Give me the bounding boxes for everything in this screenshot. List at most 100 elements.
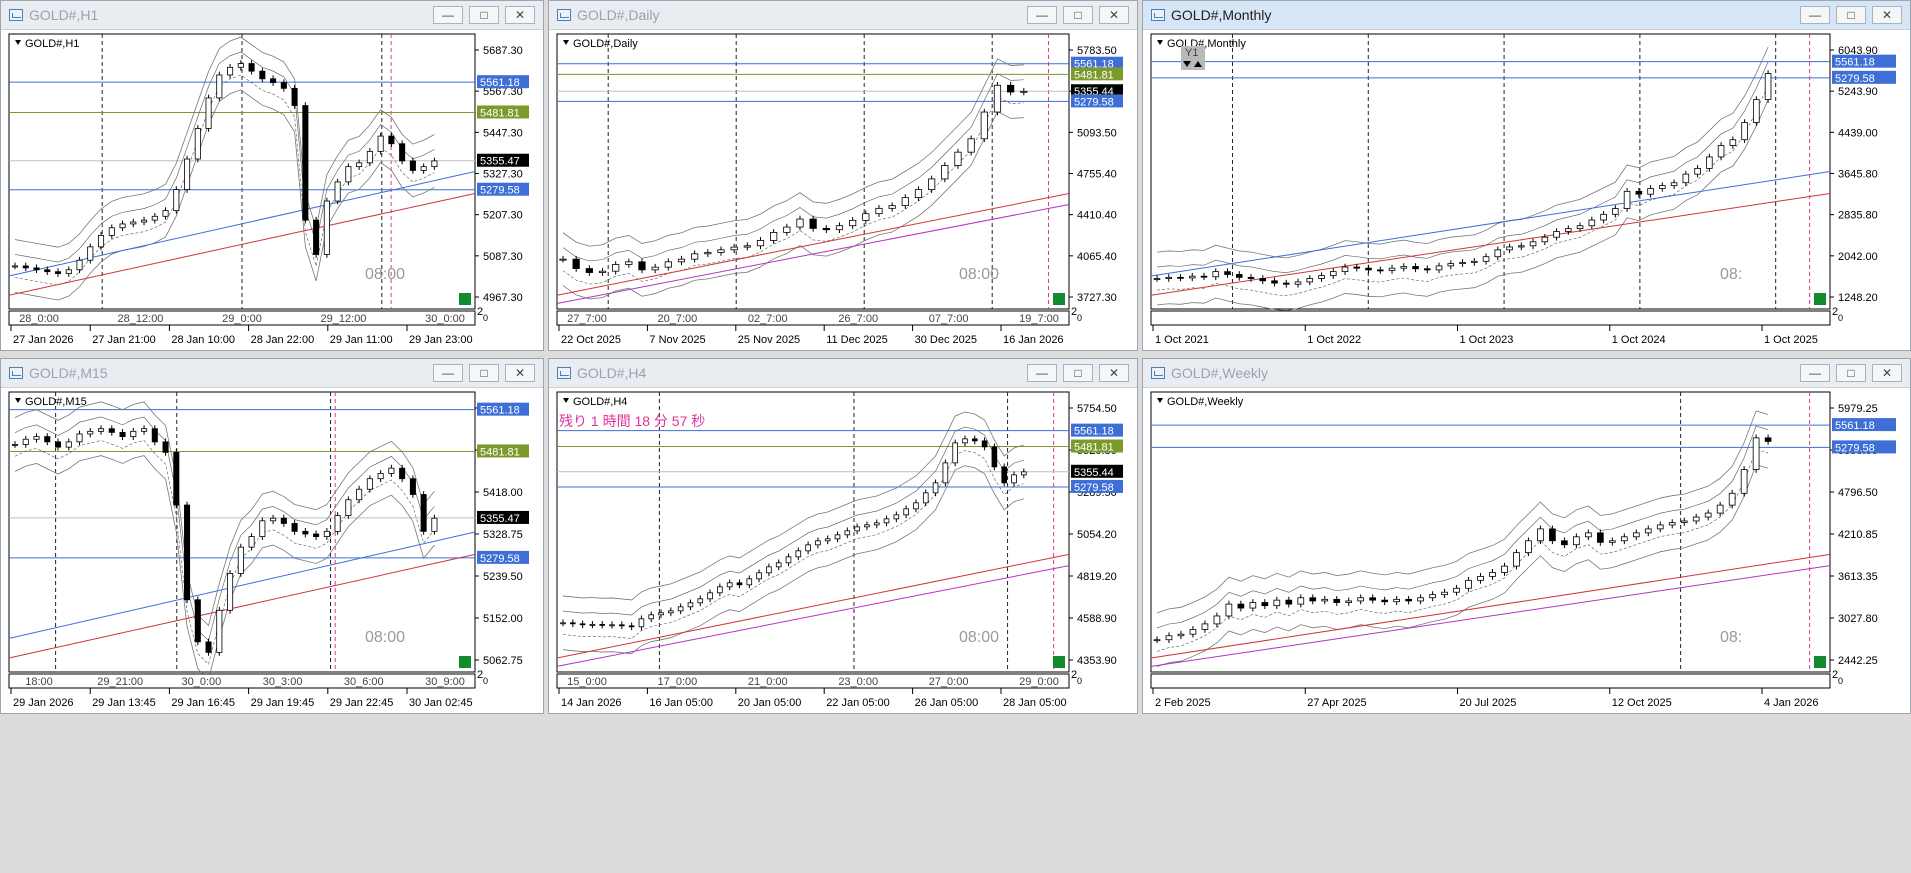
candle (1235, 274, 1243, 278)
chart-symbol-label: GOLD#,Weekly (1167, 396, 1244, 408)
candle (766, 566, 772, 574)
minimize-button[interactable]: — (1027, 364, 1057, 382)
candle (409, 478, 416, 495)
candle (356, 488, 363, 501)
bollinger-lower (562, 111, 1024, 300)
plot-frame (1150, 391, 1831, 673)
candle (216, 609, 223, 653)
chart-window-gold-h1[interactable]: GOLD#,H1 — □ ✕ GOLD#,H1 08:00 5687.30 5567.30 54… (0, 0, 544, 351)
candle (796, 218, 804, 228)
candle (1297, 597, 1305, 605)
close-button[interactable]: ✕ (1099, 364, 1129, 382)
price-level-tag-text: 5279.58 (1074, 482, 1114, 494)
candle (883, 518, 890, 524)
candle (1177, 276, 1184, 279)
title-bar[interactable]: GOLD#,M15 — □ ✕ (1, 359, 543, 388)
chart-area[interactable]: GOLD#,M1508:005594.755505.505418.005328.… (1, 388, 543, 714)
title-bar[interactable]: GOLD#,Daily — □ ✕ (549, 1, 1137, 30)
chart-window-gold-weekly[interactable]: GOLD#,Weekly — □ ✕ GOLD#,Weekly08:5979.25539… (1142, 358, 1911, 714)
candle (922, 492, 929, 504)
candle (323, 530, 330, 538)
candle (1513, 552, 1520, 567)
candle (1259, 278, 1267, 282)
candle (901, 197, 909, 207)
candle (1612, 208, 1619, 215)
maximize-button[interactable]: □ (1063, 364, 1093, 382)
chart-area[interactable]: GOLD#,Daily08:005783.505439.005093.50475… (549, 30, 1137, 351)
candle (1333, 598, 1341, 603)
title-bar[interactable]: GOLD#,Monthly — □ ✕ (1143, 1, 1910, 30)
candle (914, 189, 923, 199)
close-button[interactable]: ✕ (505, 364, 535, 382)
maximize-button[interactable]: □ (469, 6, 499, 24)
price-level-tag-text: 5561.18 (480, 405, 520, 417)
candle (1659, 185, 1666, 189)
chart-window-gold-h4[interactable]: GOLD#,H4 — □ ✕ GOLD#,H4 残り 1 時間 18 分 57 秒 08:0… (548, 358, 1138, 714)
minimize-button[interactable]: — (1800, 364, 1830, 382)
candle (420, 166, 427, 171)
time-tick-label: 16 Jan 2026 (1003, 334, 1064, 346)
candle (835, 225, 844, 231)
chart-symbol-label: GOLD#,Daily (573, 38, 638, 50)
candle (11, 265, 19, 268)
candle (1353, 266, 1361, 269)
chart-area[interactable]: GOLD#,H1 08:00 5687.30 5567.30 5447.30 5327.3… (1, 30, 543, 351)
indicator-status-icon (459, 656, 471, 668)
minimize-button[interactable]: — (433, 364, 463, 382)
bollinger-upper (1156, 410, 1769, 614)
time-tick-label: 27 Apr 2025 (1307, 697, 1366, 709)
close-button[interactable]: ✕ (505, 6, 535, 24)
candle (1518, 245, 1525, 248)
candle (1435, 265, 1443, 271)
candle (1441, 591, 1448, 595)
chart-area[interactable]: GOLD#,Weekly08:5979.255396.004796.504210… (1143, 388, 1910, 714)
maximize-button[interactable]: □ (1063, 6, 1093, 24)
close-button[interactable]: ✕ (1872, 6, 1902, 24)
candle (98, 234, 105, 248)
session-label: 20_7:00 (658, 313, 698, 325)
candle (677, 258, 686, 263)
price-level-tag-text: 5561.18 (1074, 426, 1114, 438)
candle (1706, 156, 1713, 169)
title-bar[interactable]: GOLD#,H1 — □ ✕ (1, 1, 543, 30)
time-tick-label: 20 Jan 05:00 (738, 697, 802, 709)
candle (980, 111, 988, 140)
candle (291, 87, 298, 106)
price-level-tag: 5279.58 (1071, 94, 1123, 108)
candle (227, 66, 234, 76)
price-level-tag: 5279.58 (1832, 70, 1896, 85)
candle (854, 526, 860, 532)
time-tick-label: 26 Jan 05:00 (915, 697, 979, 709)
close-button[interactable]: ✕ (1872, 364, 1902, 382)
candle (1680, 520, 1688, 523)
candle (431, 517, 438, 532)
price-tick-label: 5687.30 (483, 45, 523, 57)
chart-window-gold-m15[interactable]: GOLD#,M15—□✕GOLD#,M1508:005594.755505.50… (0, 358, 544, 714)
candle (151, 428, 158, 443)
close-button[interactable]: ✕ (1099, 6, 1129, 24)
candle (22, 438, 29, 445)
minimize-button[interactable]: — (1027, 6, 1057, 24)
candle (1213, 615, 1221, 625)
maximize-button[interactable]: □ (1836, 6, 1866, 24)
title-bar[interactable]: GOLD#,Weekly — □ ✕ (1143, 359, 1910, 388)
chart-window-gold-daily[interactable]: GOLD#,Daily — □ ✕ GOLD#,Daily08:005783.50543… (548, 0, 1138, 351)
price-tick-label: 5093.50 (1077, 127, 1117, 139)
candle (151, 215, 158, 221)
candle (356, 162, 363, 168)
title-bar[interactable]: GOLD#,H4 — □ ✕ (549, 359, 1137, 388)
price-level-tag-text: 5279.58 (1835, 73, 1875, 85)
minimize-button[interactable]: — (1800, 6, 1830, 24)
chart-menu-triangle-icon (15, 398, 21, 403)
maximize-button[interactable]: □ (1836, 364, 1866, 382)
time-tick-label: 29 Jan 23:00 (409, 334, 473, 346)
maximize-button[interactable]: □ (469, 364, 499, 382)
minimize-button[interactable]: — (433, 6, 463, 24)
candle (173, 189, 180, 211)
candle (1692, 516, 1700, 522)
bollinger-lower (14, 89, 435, 301)
chart-window-gold-monthly[interactable]: GOLD#,Monthly — □ ✕ GOLD#,Monthly Y1 08: 6043.9… (1142, 0, 1911, 351)
candle (585, 268, 593, 273)
